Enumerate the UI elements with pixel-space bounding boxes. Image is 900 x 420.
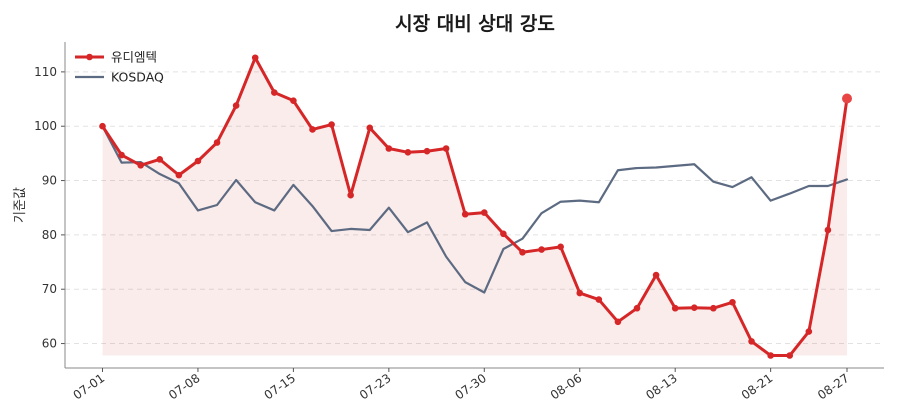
x-tick-label: 08-06 [548, 371, 585, 402]
area-fill-유디엠텍 [102, 57, 847, 356]
data-point [366, 124, 374, 132]
legend-label-udmtek: 유디엠텍 [111, 50, 157, 65]
data-point [194, 157, 202, 165]
data-point [99, 122, 106, 130]
data-point [595, 296, 603, 303]
chart-title: 시장 대비 상대 강도 [395, 13, 555, 35]
data-point [614, 318, 622, 326]
data-point [824, 226, 832, 234]
y-tick-label: 110 [34, 65, 57, 79]
data-point [633, 304, 641, 312]
x-tick-label: 07-01 [71, 371, 108, 402]
series-line-udmtek [101, 56, 849, 358]
data-point [690, 304, 698, 311]
x-tick-label: 08-13 [643, 371, 680, 402]
data-point [156, 156, 164, 163]
data-point [786, 352, 794, 359]
x-tick-label: 07-15 [262, 371, 299, 402]
x-tick-label: 07-23 [357, 371, 394, 402]
data-point [251, 54, 259, 62]
data-point [767, 352, 774, 359]
x-tick-label: 08-27 [815, 371, 852, 402]
x-tick-label: 07-08 [166, 371, 203, 402]
data-point [652, 271, 660, 279]
data-point [175, 171, 183, 179]
y-tick-label: 60 [42, 337, 57, 351]
data-point [805, 328, 813, 335]
data-point [480, 209, 488, 216]
data-point [213, 139, 221, 146]
x-tick-label: 08-21 [739, 371, 776, 402]
series-line-kosdaq [101, 125, 849, 294]
area-fill-layer [102, 57, 847, 356]
legend-label-kosdaq: KOSDAQ [111, 70, 164, 85]
data-point [557, 243, 564, 251]
y-tick-label: 70 [42, 282, 57, 296]
data-point [538, 246, 545, 253]
y-tick-label: 80 [42, 228, 57, 242]
data-point [576, 289, 584, 297]
axes [61, 42, 884, 372]
data-point [385, 145, 393, 152]
data-point [461, 210, 469, 218]
data-point [137, 162, 144, 169]
data-point [347, 191, 354, 199]
data-point [729, 298, 736, 306]
y-tick-label: 90 [42, 174, 57, 188]
x-tick-label: 07-30 [452, 371, 489, 402]
data-point [442, 145, 450, 152]
data-point [404, 148, 412, 156]
legend: 유디엠텍 KOSDAQ [75, 50, 164, 85]
series-layer [99, 54, 852, 359]
data-point [671, 304, 679, 312]
data-point [232, 102, 240, 109]
data-point [519, 248, 526, 256]
data-point [290, 97, 297, 104]
data-point [309, 126, 316, 133]
data-point [423, 147, 431, 155]
data-point [271, 89, 278, 96]
y-axis-label: 기준값 [13, 187, 28, 223]
data-point [500, 230, 507, 238]
data-point-last [842, 93, 852, 104]
gridlines [65, 71, 884, 345]
data-point [118, 151, 125, 159]
y-tick-label: 100 [34, 119, 57, 133]
data-point [710, 304, 717, 312]
data-point [328, 121, 335, 128]
data-point [748, 338, 755, 345]
legend-marker-udmtek [86, 53, 93, 61]
